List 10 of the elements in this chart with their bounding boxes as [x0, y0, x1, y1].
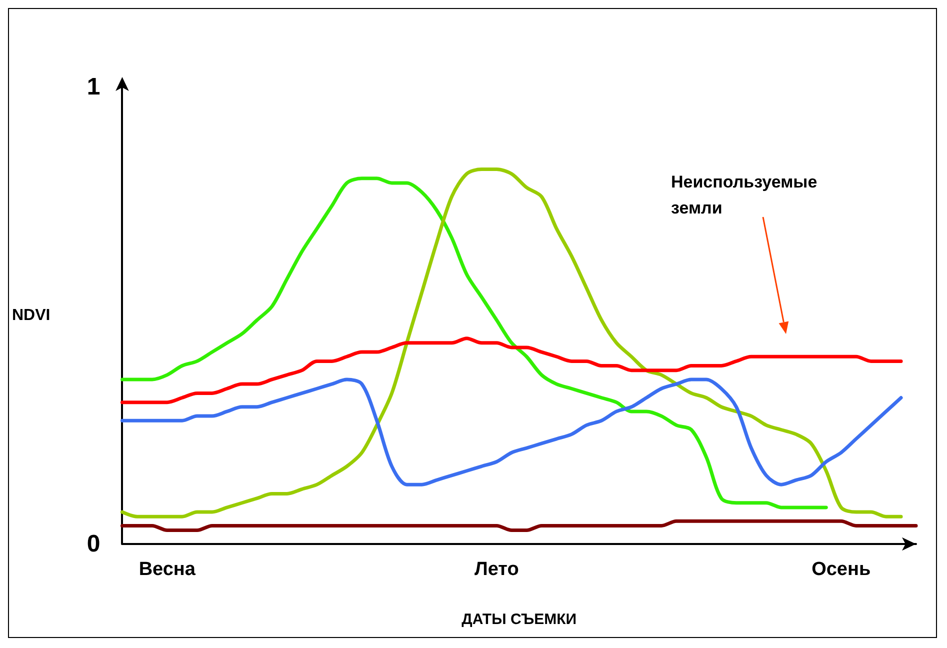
- annotation: Неиспользуемые земли: [671, 172, 818, 218]
- line-series: [120, 378, 903, 486]
- x-tick-label: Весна: [138, 559, 196, 580]
- y-tick-label: 0: [86, 530, 100, 558]
- y-tick-label: 1: [86, 74, 100, 100]
- x-axis-title: ДАТЫ СЪЕМКИ: [462, 611, 577, 628]
- y-axis-title: NDVI: [12, 307, 50, 324]
- line-series: [120, 336, 903, 404]
- x-tick-label: Осень: [812, 559, 871, 580]
- x-tick-label: Лето: [474, 559, 519, 580]
